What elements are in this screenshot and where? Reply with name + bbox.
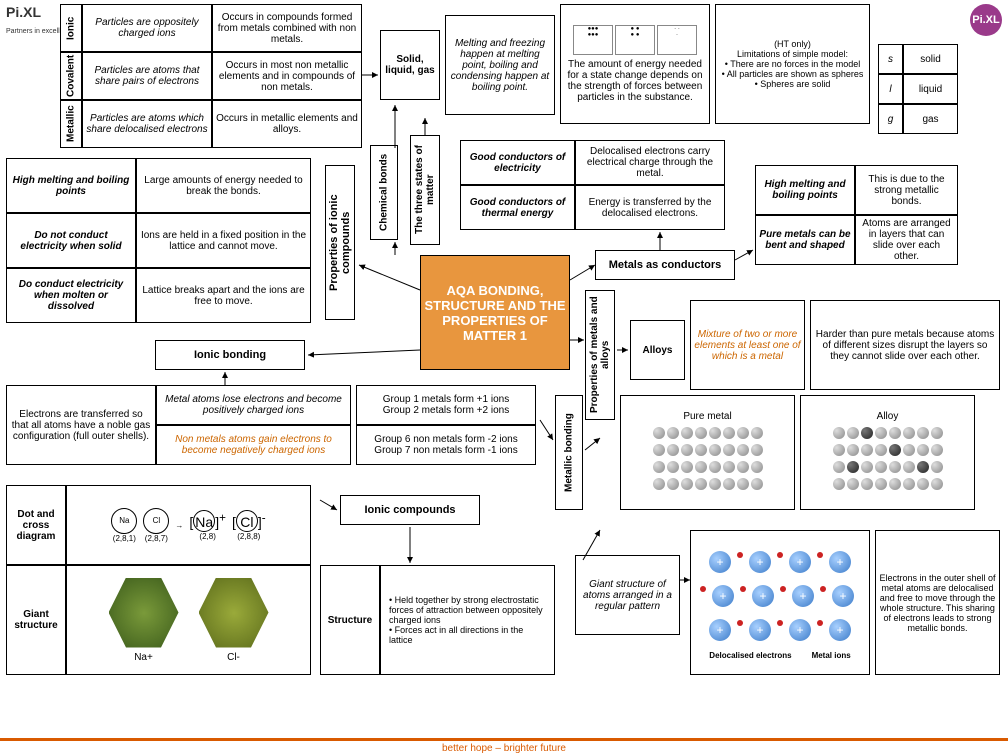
alloy-label: Alloy (877, 411, 899, 422)
central-title: AQA BONDING, STRUCTURE AND THE PROPERTIE… (420, 255, 570, 370)
three-states: The three states of matter (410, 135, 440, 245)
mp-melt: High melting and boiling points (755, 165, 855, 215)
metallic-occurs: Occurs in metallic elements and alloys. (212, 100, 362, 148)
metals-conductors: Metals as conductors (595, 250, 735, 280)
cond-therm: Good conductors of thermal energy (460, 185, 575, 230)
alloys-def: Mixture of two or more elements at least… (690, 300, 805, 390)
giant-struct: Giant structure (6, 565, 66, 675)
ionic-particles: Particles are oppositely charged ions (82, 4, 212, 52)
pure-metal-diagram: Pure metal (620, 395, 795, 510)
cond-elec: Good conductors of electricity (460, 140, 575, 185)
metallic-bonding: Metallic bonding (555, 395, 583, 510)
ionic-bonding: Ionic bonding (155, 340, 305, 370)
ht-box: (HT only) Limitations of simple model: •… (715, 4, 870, 124)
state-box: Solid, liquid, gas (380, 30, 440, 100)
logo-badge: Pi.XL (970, 4, 1002, 36)
state-icons: ●●●●●● ● ● ● ● · · · (573, 25, 697, 55)
electron-transfer: Electrons are transferred so that all at… (6, 385, 156, 465)
covalent-particles: Particles are atoms that share pairs of … (82, 52, 212, 100)
group67: Group 6 non metals form -2 ions Group 7 … (356, 425, 536, 465)
alloys-exp: Harder than pure metals because atoms of… (810, 300, 1000, 390)
metal-lose: Metal atoms lose electrons and become po… (156, 385, 351, 425)
footer: better hope – brighter future (0, 738, 1008, 756)
ip-r2c1: Do not conduct electricity when solid (6, 213, 136, 268)
label-covalent: Covalent (60, 52, 82, 100)
nonmetal-gain: Non metals atoms gain electrons to becom… (156, 425, 351, 465)
covalent-occurs: Occurs in most non metallic elements and… (212, 52, 362, 100)
mp-bend: Pure metals can be bent and shaped (755, 215, 855, 265)
mp-melt-exp: This is due to the strong metallic bonds… (855, 165, 958, 215)
structure: Structure (320, 565, 380, 675)
ionic-occurs: Occurs in compounds formed from metals c… (212, 4, 362, 52)
ip-r1c1: High melting and boiling points (6, 158, 136, 213)
cond-elec-exp: Delocalised electrons carry electrical c… (575, 140, 725, 185)
ip-r3c2: Lattice breaks apart and the ions are fr… (136, 268, 311, 323)
label-ionic: Ionic (60, 4, 82, 52)
chem-bonds: Chemical bonds (370, 145, 398, 240)
group12: Group 1 metals form +1 ions Group 2 meta… (356, 385, 536, 425)
dot-cross: Dot and cross diagram (6, 485, 66, 565)
g-sym: g (878, 104, 903, 134)
label-metallic: Metallic (60, 100, 82, 148)
prop-metals-alloys: Properties of metals and alloys (585, 290, 615, 420)
alloys: Alloys (630, 320, 685, 380)
melting-box: Melting and freezing happen at melting p… (445, 15, 555, 115)
logo-text: Pi.XL (6, 4, 41, 20)
ip-r1c2: Large amounts of energy needed to break … (136, 158, 311, 213)
mp-bend-exp: Atoms are arranged in layers that can sl… (855, 215, 958, 265)
deloc-diagram: ++++ ++++ ++++ Delocalised electronsMeta… (690, 530, 870, 675)
pure-metal-label: Pure metal (683, 411, 731, 422)
energy-text: The amount of energy needed for a state … (564, 59, 706, 103)
prop-ionic-hdr: Properties of ionic compounds (325, 165, 355, 320)
structure-pts: • Held together by strong electrostatic … (380, 565, 555, 675)
deloc-exp: Electrons in the outer shell of metal at… (875, 530, 1000, 675)
ip-r2c2: Ions are held in a fixed position in the… (136, 213, 311, 268)
giant-struct-diag: Na+ Cl- (66, 565, 311, 675)
g-name: gas (903, 104, 958, 134)
s-sym: s (878, 44, 903, 74)
alloy-diagram: Alloy (800, 395, 975, 510)
cond-therm-exp: Energy is transferred by the delocalised… (575, 185, 725, 230)
giant-pattern: Giant structure of atoms arranged in a r… (575, 555, 680, 635)
s-name: solid (903, 44, 958, 74)
logo-right: Pi.XL (970, 4, 1002, 36)
dot-cross-diag: Na (2,8,1) Cl (2,8,7) → [Na]+ (2,8) [Cl]… (66, 485, 311, 565)
energy-box: ●●●●●● ● ● ● ● · · · The amount of energ… (560, 4, 710, 124)
ip-r3c1: Do conduct electricity when molten or di… (6, 268, 136, 323)
ionic-compounds: Ionic compounds (340, 495, 480, 525)
metallic-particles: Particles are atoms which share delocali… (82, 100, 212, 148)
l-name: liquid (903, 74, 958, 104)
l-sym: l (878, 74, 903, 104)
